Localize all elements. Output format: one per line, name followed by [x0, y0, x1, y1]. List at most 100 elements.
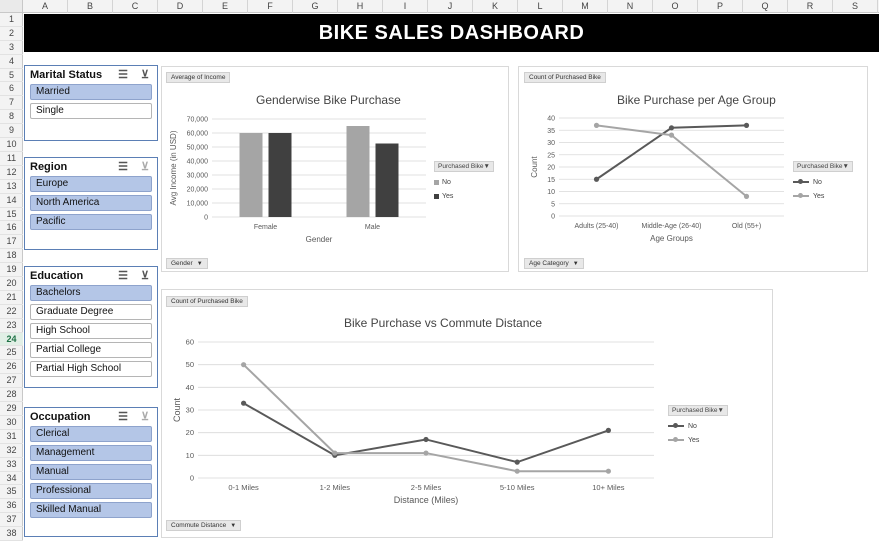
slicer-item[interactable]: Graduate Degree — [30, 304, 152, 320]
column-header[interactable]: L — [518, 0, 563, 13]
column-header[interactable]: S — [833, 0, 878, 13]
clear-filter-icon[interactable]: ⊻ — [140, 411, 150, 423]
column-header[interactable]: H — [338, 0, 383, 13]
row-header[interactable]: 33 — [0, 458, 23, 472]
row-header[interactable]: 36 — [0, 499, 23, 514]
row-header[interactable]: 32 — [0, 444, 23, 458]
slicer-item[interactable]: Partial College — [30, 342, 152, 358]
column-header[interactable]: E — [203, 0, 248, 13]
row-header[interactable]: 13 — [0, 180, 23, 194]
row-header[interactable]: 20 — [0, 277, 23, 291]
clear-filter-icon[interactable]: ⊻ — [140, 69, 150, 81]
legend-filter-button[interactable]: Purchased Bike▼ — [793, 161, 853, 172]
row-header[interactable]: 26 — [0, 360, 23, 375]
row-header[interactable]: 3 — [0, 41, 23, 55]
y-tick-label: 70,000 — [187, 117, 209, 124]
row-header[interactable]: 38 — [0, 527, 23, 541]
slicer-item[interactable]: Professional — [30, 483, 152, 499]
row-header[interactable]: 2 — [0, 27, 23, 41]
age-line-chart: 0 5 10 15 20 25 30 35 40 Adults (25-40) Middle-Age… — [530, 116, 784, 243]
legend: Purchased Bike▼ No Yes — [434, 161, 494, 203]
column-header[interactable]: B — [68, 0, 113, 13]
row-header[interactable]: 15 — [0, 208, 23, 222]
column-header[interactable]: F — [248, 0, 293, 13]
commute-chart-panel[interactable]: Count of Purchased Bike Bike Purchase vs… — [161, 289, 773, 538]
row-header[interactable]: 10 — [0, 138, 23, 152]
x-tick-label: 0-1 Miles — [228, 483, 259, 492]
select-all-corner[interactable] — [0, 0, 23, 13]
row-header[interactable]: 12 — [0, 166, 23, 180]
age-category-field-button[interactable]: Age Category ▼ — [524, 258, 584, 269]
slicer-item[interactable]: Skilled Manual — [30, 502, 152, 518]
slicer-item[interactable]: Management — [30, 445, 152, 461]
row-header[interactable]: 8 — [0, 110, 23, 125]
column-header[interactable]: J — [428, 0, 473, 13]
row-header[interactable]: 23 — [0, 319, 23, 333]
slicer-item[interactable]: High School — [30, 323, 152, 339]
row-header[interactable]: 31 — [0, 430, 23, 444]
column-header[interactable]: P — [698, 0, 743, 13]
column-header[interactable]: K — [473, 0, 518, 13]
gender-chart-panel[interactable]: Average of Income Genderwise Bike Purcha… — [161, 66, 509, 272]
bar-yes-male — [375, 143, 399, 217]
row-header[interactable]: 11 — [0, 152, 23, 166]
row-header[interactable]: 19 — [0, 263, 23, 277]
age-chart-panel[interactable]: Count of Purchased Bike Bike Purchase pe… — [518, 66, 868, 272]
bar-yes-female — [268, 133, 292, 217]
row-header[interactable]: 30 — [0, 416, 23, 430]
row-header[interactable]: 21 — [0, 291, 23, 305]
row-header[interactable]: 18 — [0, 249, 23, 264]
commute-distance-field-button[interactable]: Commute Distance ▼ — [166, 520, 242, 531]
slicer-item[interactable]: North America — [30, 195, 152, 211]
row-header[interactable]: 7 — [0, 96, 23, 111]
column-header[interactable]: G — [293, 0, 338, 13]
row-header[interactable]: 25 — [0, 346, 23, 361]
row-header[interactable]: 29 — [0, 402, 23, 416]
legend-filter-button[interactable]: Purchased Bike▼ — [668, 405, 728, 416]
slicer-item[interactable]: Manual — [30, 464, 152, 480]
row-header[interactable]: 37 — [0, 513, 23, 528]
slicer-item[interactable]: Clerical — [30, 426, 152, 442]
slicer-item[interactable]: Married — [30, 84, 152, 100]
slicer-item[interactable]: Single — [30, 103, 152, 119]
y-tick-label: 10 — [547, 189, 555, 196]
multi-select-icon[interactable]: ☰ — [118, 161, 128, 173]
row-header[interactable]: 22 — [0, 305, 23, 319]
row-header[interactable]: 1 — [0, 13, 23, 27]
column-header[interactable]: Q — [743, 0, 788, 13]
multi-select-icon[interactable]: ☰ — [118, 411, 128, 423]
multi-select-icon[interactable]: ☰ — [118, 69, 128, 81]
row-header[interactable]: 24 — [0, 332, 23, 347]
row-header[interactable]: 17 — [0, 235, 23, 250]
slicer-item[interactable]: Pacific — [30, 214, 152, 230]
row-header[interactable]: 5 — [0, 69, 23, 83]
row-header[interactable]: 6 — [0, 82, 23, 97]
row-header[interactable]: 28 — [0, 388, 23, 403]
legend-filter-button[interactable]: Purchased Bike▼ — [434, 161, 494, 172]
row-header[interactable]: 14 — [0, 194, 23, 208]
column-header[interactable]: I — [383, 0, 428, 13]
column-header[interactable]: C — [113, 0, 158, 13]
column-header[interactable]: A — [23, 0, 68, 13]
row-header[interactable]: 34 — [0, 472, 23, 486]
column-header[interactable]: O — [653, 0, 698, 13]
clear-filter-icon[interactable]: ⊻ — [140, 161, 150, 173]
row-header[interactable]: 35 — [0, 485, 23, 500]
slicer-item[interactable]: Partial High School — [30, 361, 152, 377]
clear-filter-icon[interactable]: ⊻ — [140, 270, 150, 282]
y-tick-label: 50,000 — [187, 145, 209, 152]
row-header[interactable]: 16 — [0, 221, 23, 236]
point-no — [743, 122, 750, 128]
column-header[interactable]: N — [608, 0, 653, 13]
slicer-item[interactable]: Europe — [30, 176, 152, 192]
multi-select-icon[interactable]: ☰ — [118, 270, 128, 282]
slicer-title: Education — [30, 270, 84, 282]
row-header[interactable]: 9 — [0, 124, 23, 139]
gender-field-button[interactable]: Gender ▼ — [166, 258, 208, 269]
row-header[interactable]: 4 — [0, 55, 23, 69]
row-header[interactable]: 27 — [0, 374, 23, 389]
slicer-item[interactable]: Bachelors — [30, 285, 152, 301]
column-header[interactable]: D — [158, 0, 203, 13]
column-header[interactable]: M — [563, 0, 608, 13]
column-header[interactable]: R — [788, 0, 833, 13]
